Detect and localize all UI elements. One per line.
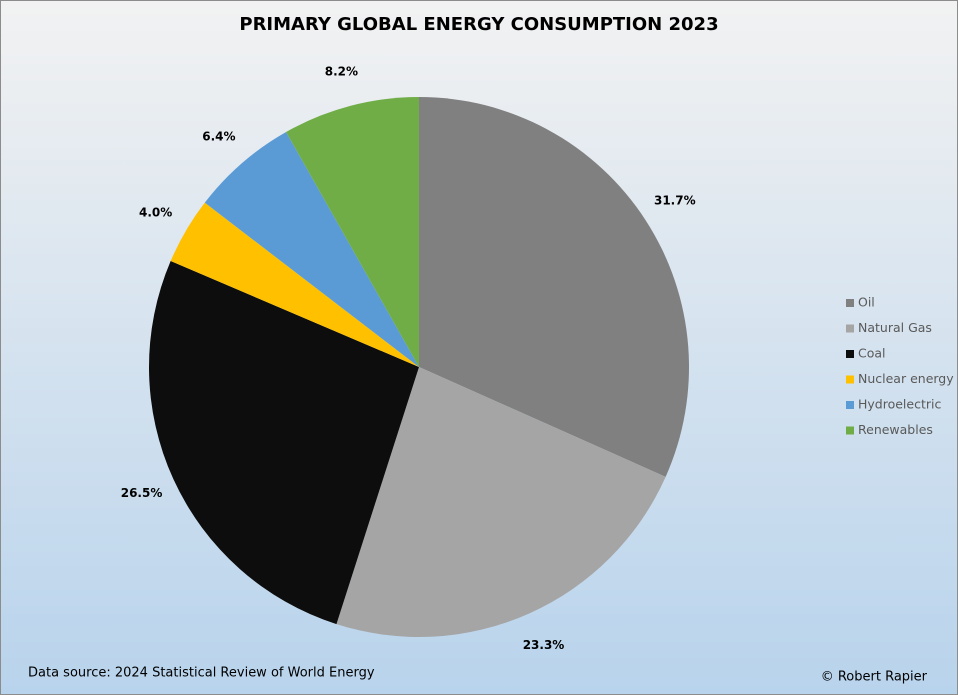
pie-slice (170, 202, 419, 367)
legend-swatch (846, 426, 854, 435)
legend-label: Nuclear energy (858, 371, 954, 386)
data-label: 4.0% (139, 206, 172, 220)
data-label: 26.5% (121, 486, 163, 500)
legend-swatch (846, 350, 854, 358)
pie-slice (204, 131, 419, 367)
legend-swatch (846, 324, 854, 333)
data-label: 23.3% (523, 638, 565, 652)
source-note: Data source: 2024 Statistical Review of … (28, 666, 375, 681)
data-label: 31.7% (654, 193, 696, 207)
legend-label: Coal (858, 346, 886, 361)
pie-slice (148, 261, 419, 625)
legend-label: Hydroelectric (858, 397, 941, 412)
pie-slice (419, 97, 689, 477)
chart-title: PRIMARY GLOBAL ENERGY CONSUMPTION 2023 (239, 14, 718, 35)
legend-label: Natural Gas (858, 320, 932, 335)
credit: © Robert Rapier (821, 670, 928, 685)
data-label: 6.4% (202, 129, 235, 143)
legend-swatch (846, 401, 854, 409)
legend-label: Oil (858, 295, 875, 310)
legend-swatch (846, 299, 854, 307)
legend-label: Renewables (858, 422, 933, 437)
pie-slice (286, 97, 419, 367)
pie-slice (336, 367, 666, 638)
legend-swatch (846, 375, 854, 384)
data-label: 8.2% (325, 65, 358, 79)
